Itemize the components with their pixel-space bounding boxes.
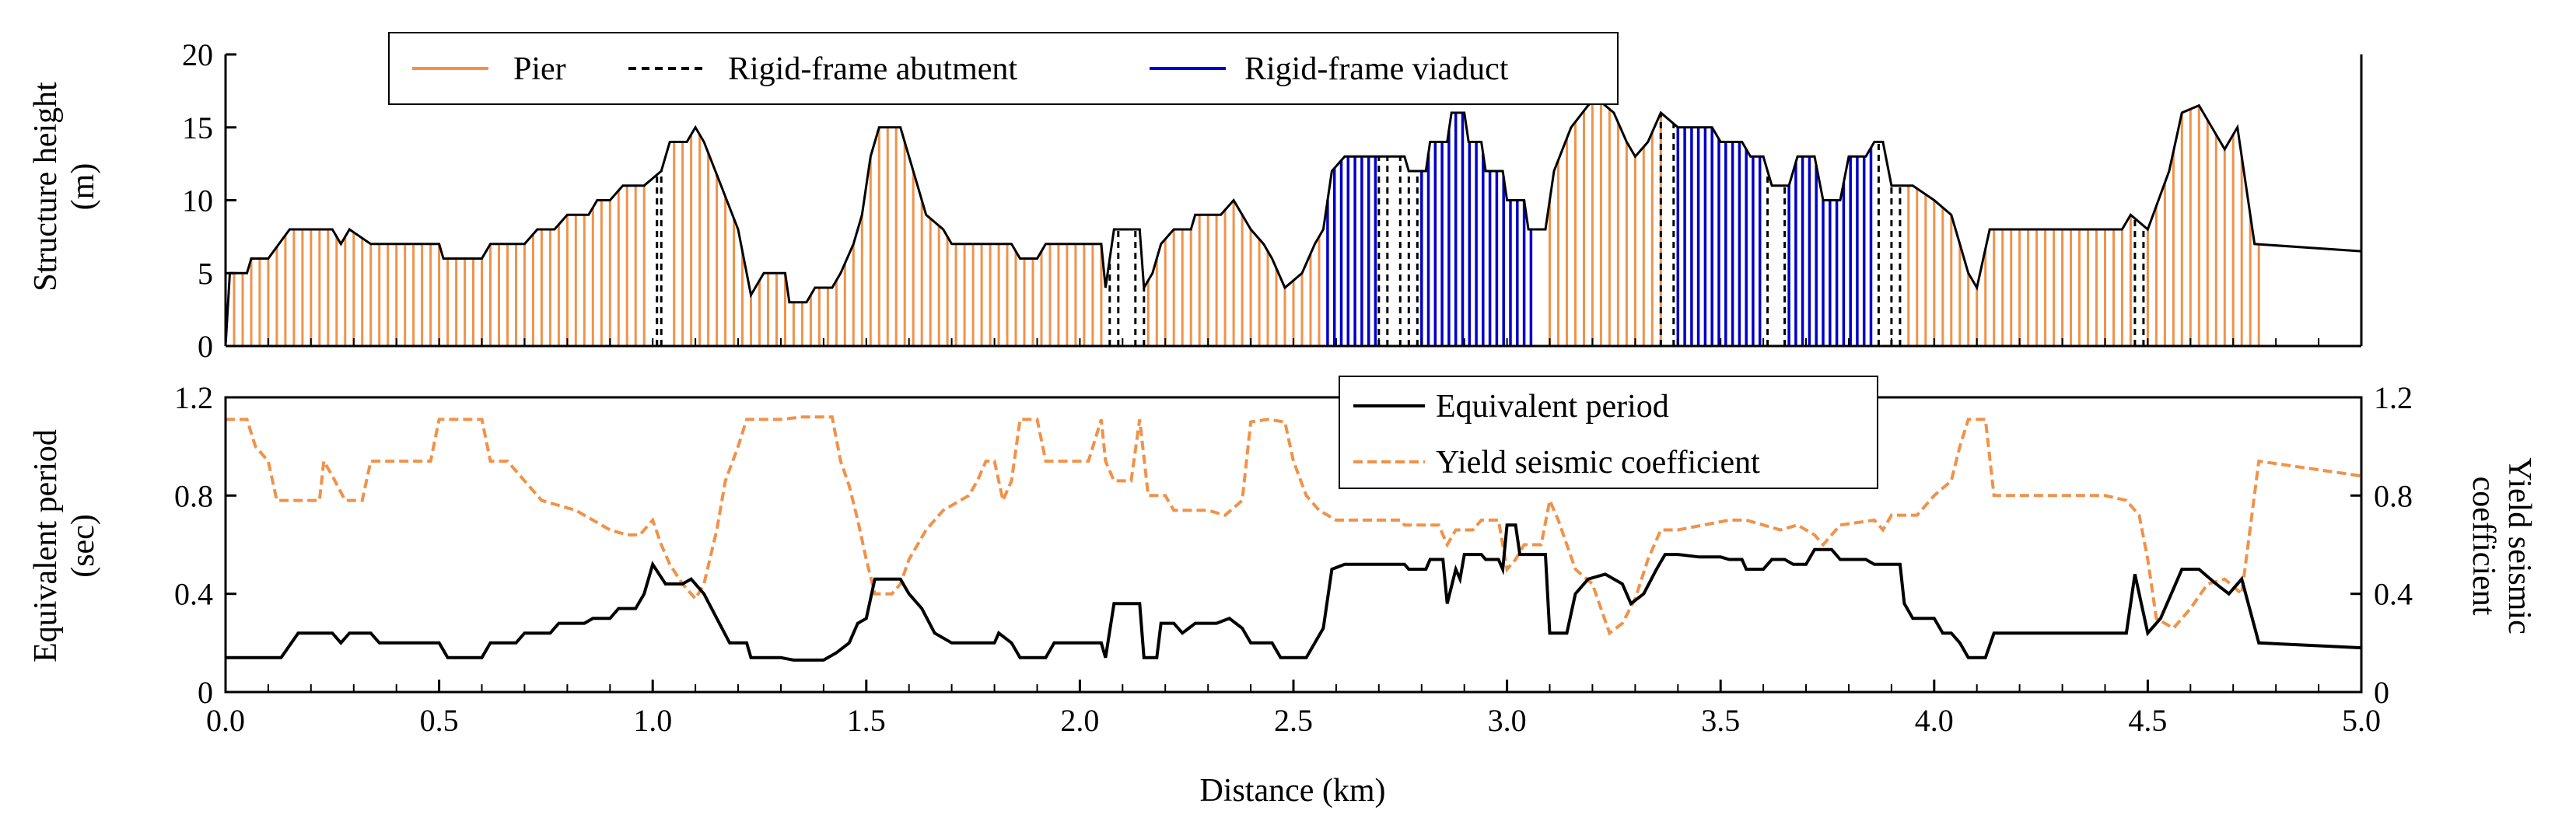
legend-viaduct-label: Rigid-frame viaduct (1244, 51, 1509, 87)
abutment-lines (656, 113, 2145, 346)
structure-y-ticks: 0 5 10 15 20 (182, 37, 236, 364)
yield-y-tick-label: 0.4 (2374, 577, 2413, 612)
period-legend-box (1339, 376, 1878, 489)
distance-x-tick-label: 3.0 (1488, 703, 1527, 738)
pier-lines (233, 101, 2260, 346)
structure-y-tick-label: 5 (198, 256, 213, 291)
period-y-title-line1: Equivalent period (28, 429, 64, 662)
distance-x-title: Distance (km) (1199, 773, 1385, 809)
yield-y-title-line1: Yield seismic (2501, 457, 2537, 634)
legend-pier-label: Pier (513, 51, 566, 87)
distance-x-tick-label: 5.0 (2342, 703, 2381, 738)
structure-legend-box (388, 32, 1619, 105)
period-plot-frame (224, 396, 2363, 694)
yield-y-tick-label: 0.8 (2374, 478, 2413, 513)
equivalent-period-line (226, 523, 2362, 662)
period-axes (224, 396, 2363, 694)
period-panel: 0 0.4 0.8 1.2 0 0.4 0.8 1.2 0.0 0.5 1.0 1.5 2.0 2.5… (28, 376, 2537, 809)
structure-y-tick-label: 10 (182, 184, 213, 218)
viaduct-lines (1326, 113, 1873, 346)
structure-y-tick-label: 0 (198, 329, 213, 364)
period-y-ticks: 0 0.4 0.8 1.2 (174, 380, 236, 710)
structure-y-tick-label: 20 (182, 37, 213, 72)
distance-x-tick-label: 1.5 (847, 703, 886, 738)
distance-x-tick-label: 2.0 (1060, 703, 1099, 738)
period-y-tick-label: 0.4 (174, 577, 213, 612)
structure-axes (224, 54, 2363, 348)
structure-y-tick-label: 15 (182, 110, 213, 145)
distance-x-tick-label: 0.5 (420, 703, 459, 738)
structure-height-panel: 0 5 10 15 20 Structure height (m) Pier Rigid… (28, 32, 2363, 364)
structure-y-title-line1: Structure height (28, 82, 64, 292)
distance-x-tick-label: 3.5 (1701, 703, 1740, 738)
structure-y-title-line2: (m) (65, 163, 101, 211)
yield-y-tick-label: 0 (2374, 675, 2389, 710)
period-y-title-line2: (sec) (65, 514, 101, 578)
period-y-tick-label: 1.2 (174, 380, 213, 415)
legend-abutment-label: Rigid-frame abutment (728, 51, 1017, 87)
yield-y-title-line2: coefficient (2466, 477, 2501, 616)
legend-period-label: Equivalent period (1436, 389, 1669, 425)
yield-y-ticks: 0 0.4 0.8 1.2 (2350, 380, 2413, 710)
distance-x-tick-label: 4.0 (1915, 703, 1954, 738)
distance-x-tick-label: 1.0 (633, 703, 672, 738)
yield-y-tick-label: 1.2 (2374, 380, 2413, 415)
distance-x-tick-label: 2.5 (1274, 703, 1313, 738)
yield-seismic-coefficient-line (226, 415, 2362, 636)
legend-yield-label: Yield seismic coefficient (1436, 445, 1760, 481)
structure-legend: Pier Rigid-frame abutment Rigid-frame vi… (388, 32, 1619, 105)
distance-x-ticks: 0.0 0.5 1.0 1.5 2.0 2.5 3.0 3.5 4.0 4.5 5.0 (206, 680, 2381, 738)
structure-profile-line (224, 96, 2362, 347)
period-y-tick-label: 0.8 (174, 478, 213, 513)
distance-x-tick-label: 0.0 (206, 703, 245, 738)
period-legend: Equivalent period Yield seismic coeffici… (1339, 376, 1878, 489)
period-y-tick-label: 0 (198, 675, 213, 710)
distance-x-tick-label: 4.5 (2128, 703, 2167, 738)
